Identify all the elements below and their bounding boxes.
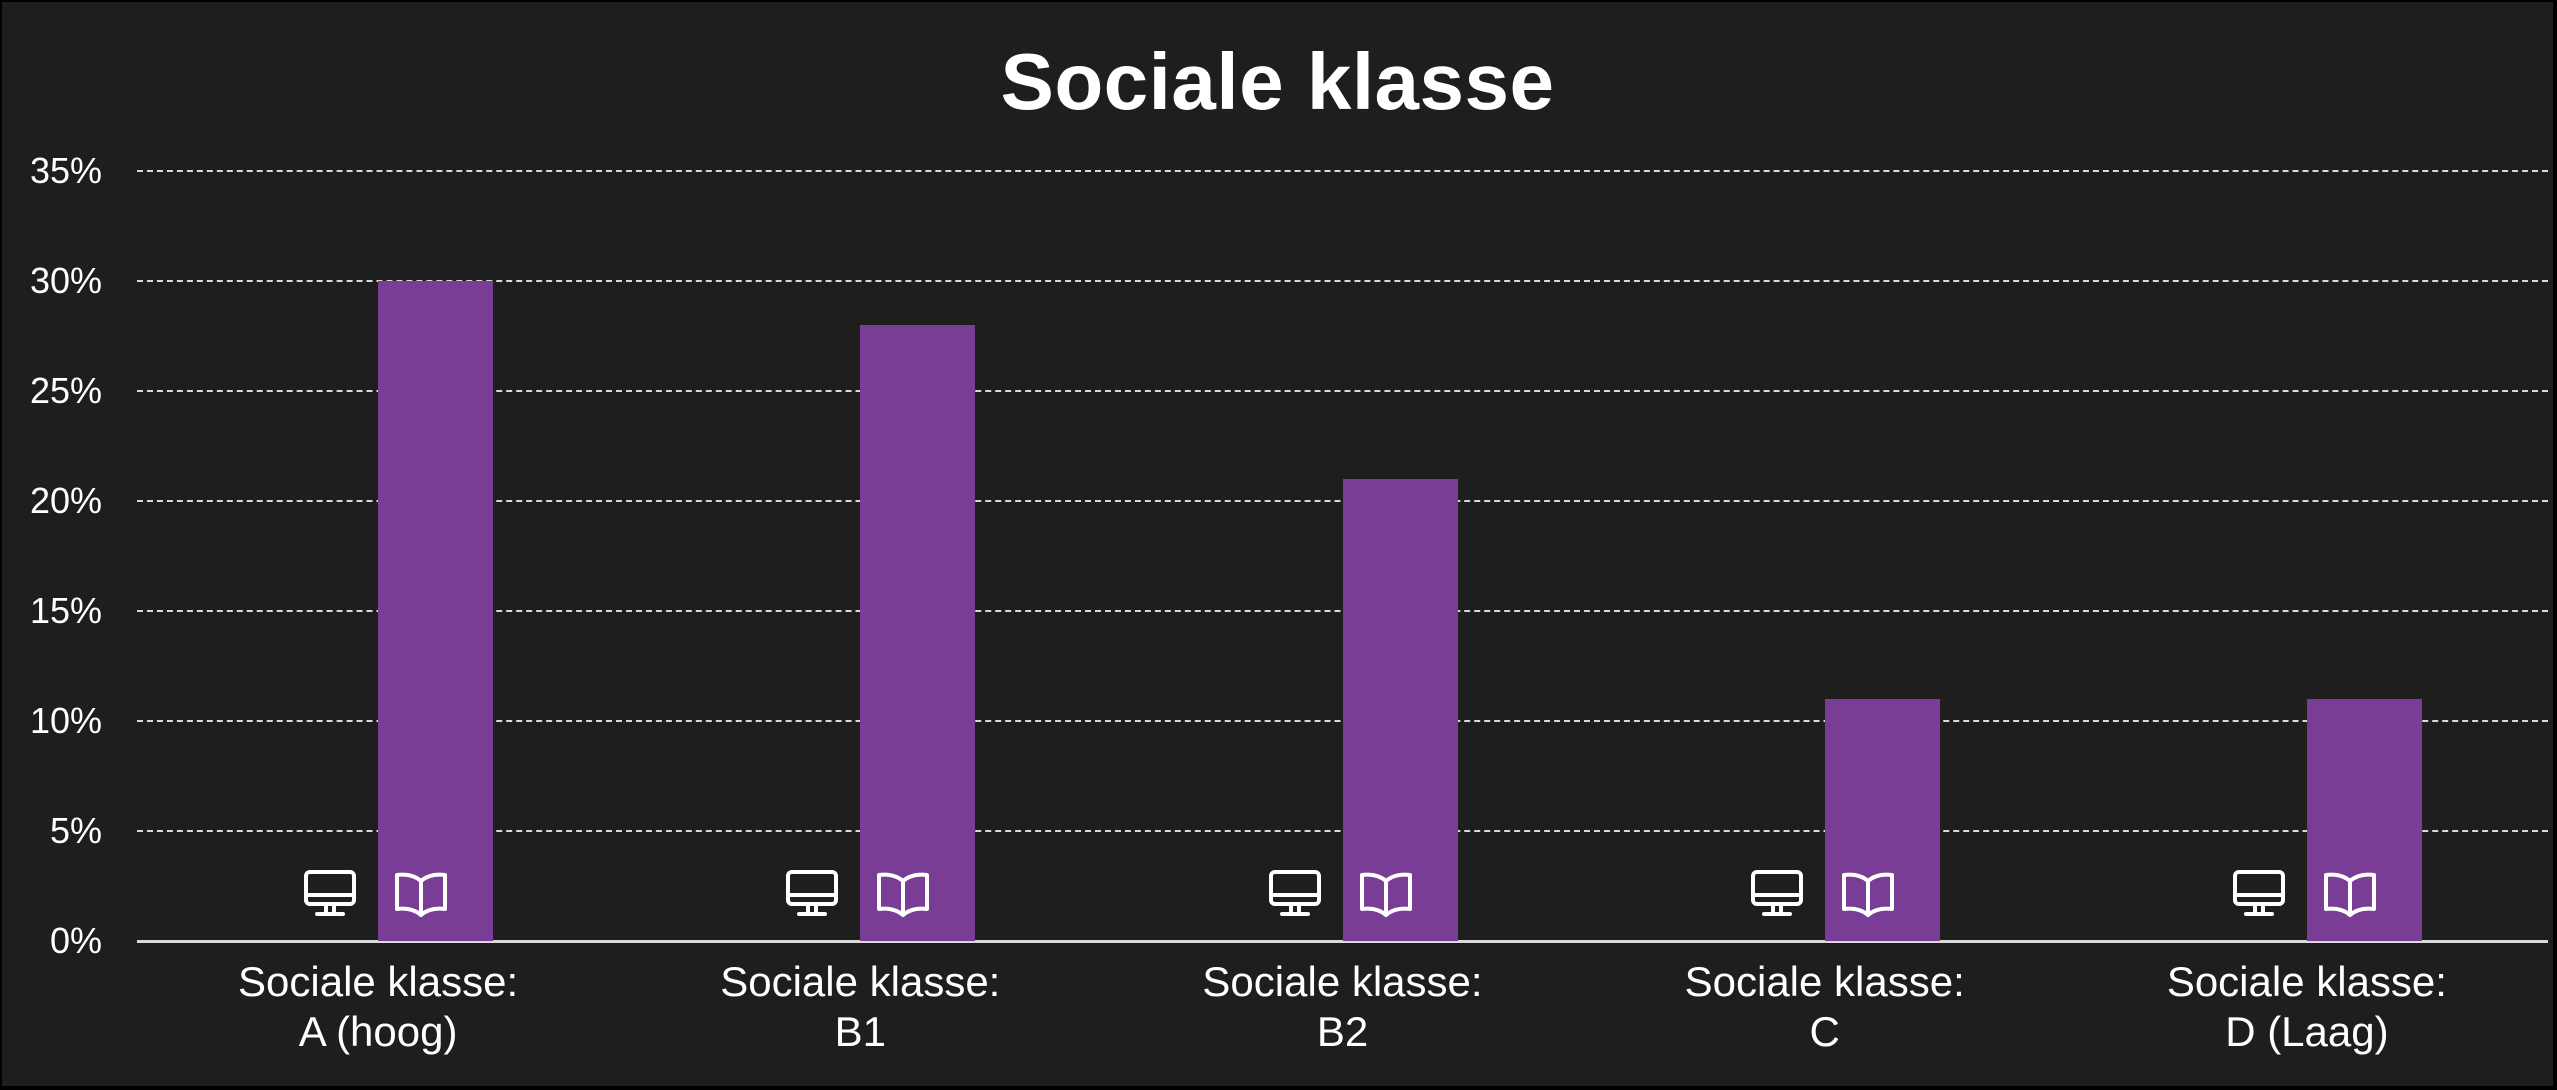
x-label-line1: Sociale klasse: <box>2166 958 2447 1005</box>
x-label-line2: B1 <box>834 1008 886 1055</box>
x-category-label: Sociale klasse: D (Laag) <box>2067 957 2547 1057</box>
open-book-icon <box>1358 869 1414 919</box>
desktop-monitor-icon <box>302 869 358 919</box>
y-tick-label: 25% <box>29 370 102 411</box>
x-axis-line <box>137 940 2548 943</box>
open-book-icon <box>2322 869 2378 919</box>
y-tick-label: 5% <box>49 810 102 851</box>
x-category-label: Sociale klasse: B1 <box>620 957 1100 1057</box>
open-book-icon <box>393 869 449 919</box>
bar <box>378 281 494 941</box>
y-tick-label: 15% <box>29 590 102 631</box>
x-label-line2: B2 <box>1316 1008 1369 1055</box>
open-book-icon <box>875 869 931 919</box>
x-label-line1: Sociale klasse: <box>238 958 519 1005</box>
x-category-label: Sociale klasse: C <box>1585 957 2065 1057</box>
y-tick-label: 10% <box>29 700 102 741</box>
chart-title: Sociale klasse <box>1000 37 1555 126</box>
x-category-label: Sociale klasse: A (hoog) <box>138 957 618 1057</box>
x-label-line1: Sociale klasse: <box>720 958 1001 1005</box>
gridline <box>137 170 2548 172</box>
x-label-line1: Sociale klasse: <box>1202 958 1483 1005</box>
desktop-monitor-icon <box>1267 869 1323 919</box>
bar <box>1342 479 1458 941</box>
y-tick-label: 0% <box>49 920 102 961</box>
y-tick-label: 20% <box>29 480 102 521</box>
bar <box>860 325 976 941</box>
desktop-monitor-icon <box>784 869 840 919</box>
x-label-line1: Sociale klasse: <box>1684 958 1965 1005</box>
gridline <box>137 390 2548 392</box>
x-label-line2: D (Laag) <box>2225 1008 2389 1055</box>
x-label-line2: A (hoog) <box>298 1008 458 1055</box>
desktop-monitor-icon <box>1749 869 1805 919</box>
plot-area: 0% 5% 10% 15% 20% 25% 30% 35% <box>30 151 2548 961</box>
x-label-line2: C <box>1809 1008 1840 1055</box>
desktop-monitor-icon <box>2231 869 2287 919</box>
y-tick-label: 30% <box>29 260 102 301</box>
y-tick-label: 35% <box>29 150 102 191</box>
open-book-icon <box>1840 869 1896 919</box>
x-category-label: Sociale klasse: B2 <box>1103 957 1583 1057</box>
gridline <box>137 280 2548 282</box>
